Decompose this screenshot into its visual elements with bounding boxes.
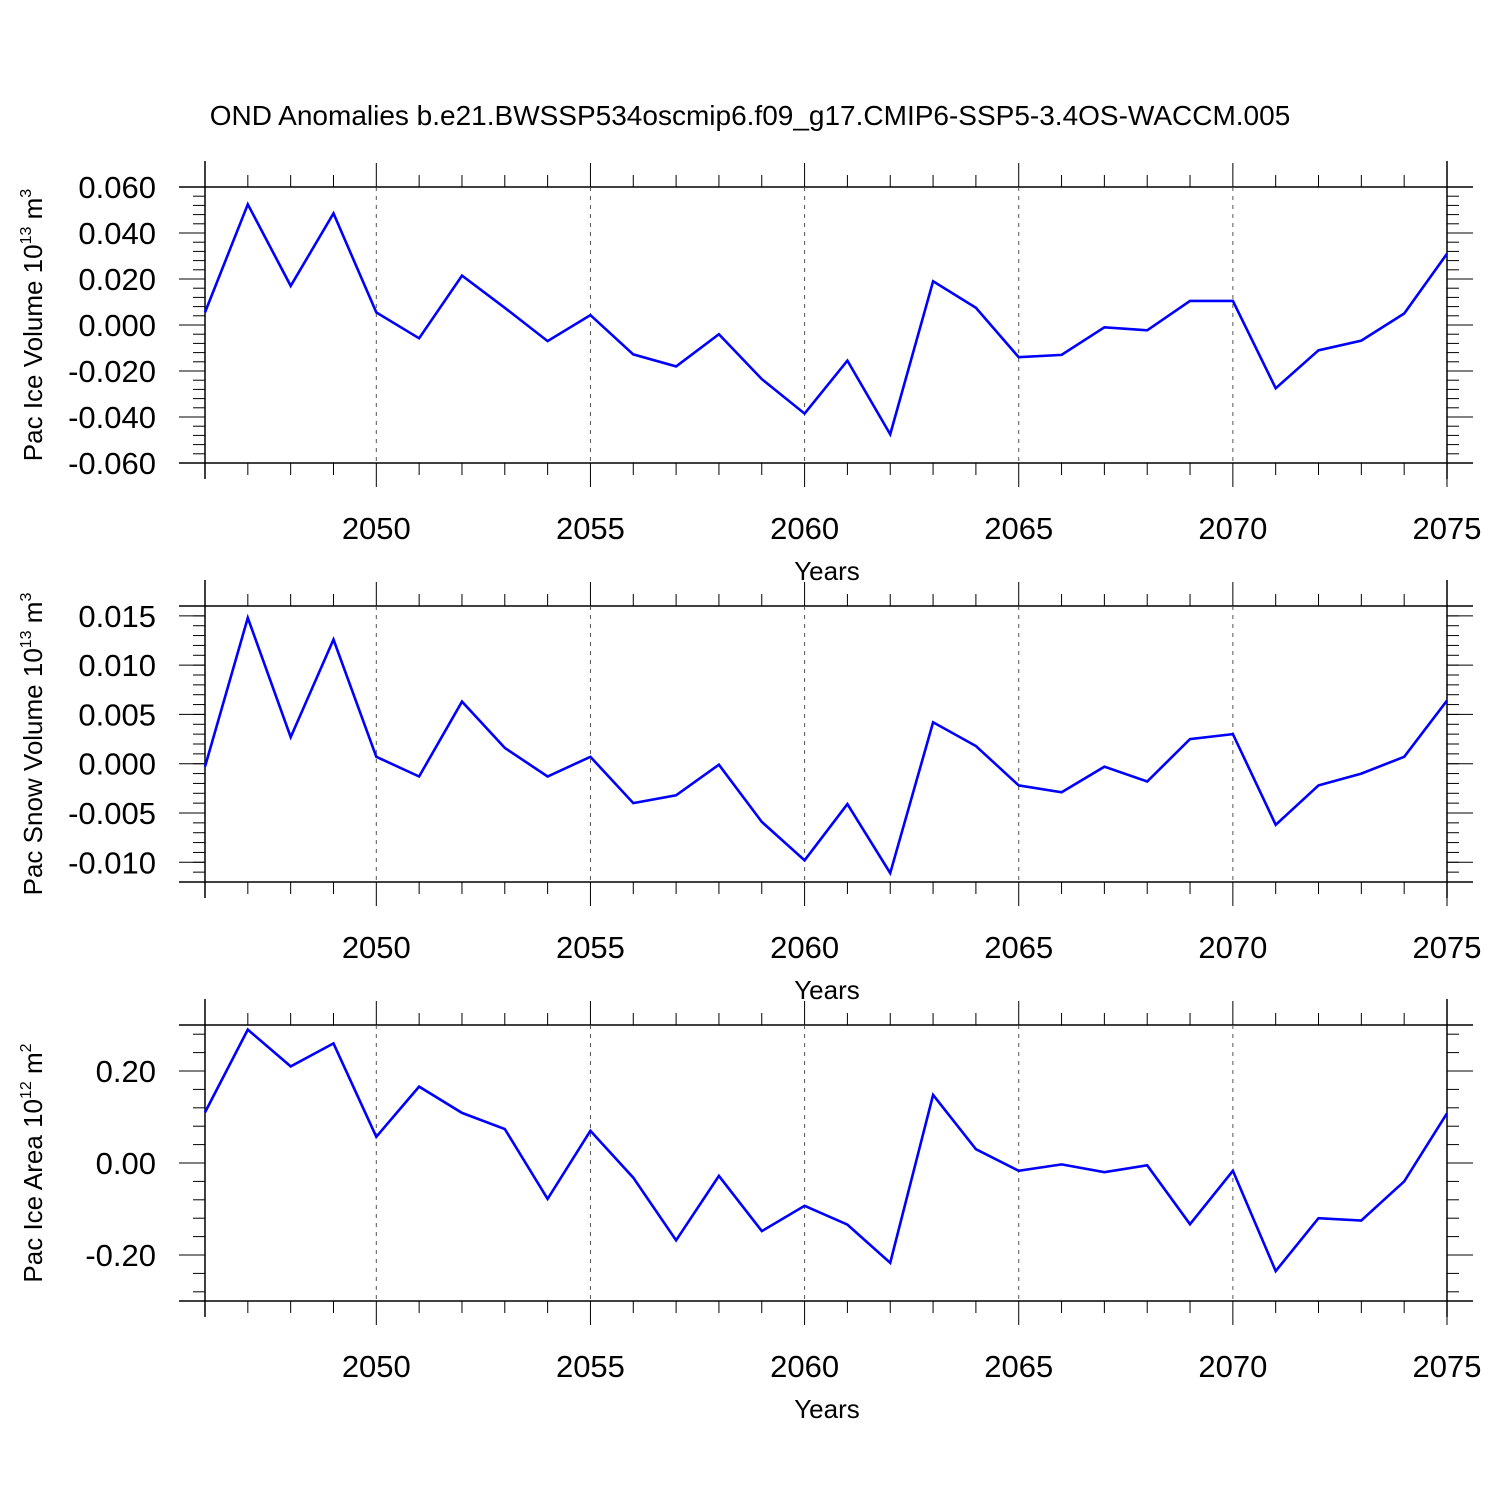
y-tick-label: -0.040: [68, 400, 156, 435]
x-tick-label: 2065: [984, 511, 1053, 546]
panel-3: 2050 2055 2060 2065 2070 2075 -0.20 0.00 0.20 Yea…: [18, 999, 1481, 1424]
y-tick-label: 0.20: [96, 1054, 156, 1089]
x-tick-label: 2050: [342, 930, 411, 965]
x-tick-label: 2055: [556, 1349, 625, 1384]
y-axis-label: Pac Snow Volume 1013 m3: [18, 593, 48, 896]
x-tick-label: 2065: [984, 1349, 1053, 1384]
y-tick-label: 0.000: [78, 747, 156, 782]
series-line-1: [203, 201, 1449, 438]
x-tick-label: 2055: [556, 511, 625, 546]
x-tick-label: 2070: [1198, 1349, 1267, 1384]
x-tick-label: 2075: [1413, 930, 1482, 965]
y-tick-label: 0.020: [78, 262, 156, 297]
y-tick-label: 0.00: [96, 1146, 156, 1181]
x-tick-label: 2060: [770, 930, 839, 965]
y-tick-label: -0.020: [68, 354, 156, 389]
series-line-1: [203, 1027, 1449, 1274]
panel-1: 2050 2055 2060 2065 2070 2075 -0.060 -0.040 -0.0…: [18, 161, 1481, 586]
x-tick-label: 2060: [770, 511, 839, 546]
y-axis-label: Pac Ice Area 1012 m2: [18, 1043, 48, 1282]
x-tick-label: 2075: [1413, 1349, 1482, 1384]
y-tick-label: -0.20: [85, 1238, 156, 1273]
x-tick-label: 2050: [342, 1349, 411, 1384]
y-tick-label: 0.040: [78, 216, 156, 251]
y-tick-label: 0.060: [78, 170, 156, 205]
x-tick-label: 2070: [1198, 511, 1267, 546]
y-tick-label: -0.005: [68, 796, 156, 831]
y-axis-label: Pac Ice Volume 1013 m3: [18, 189, 48, 462]
y-tick-label: -0.010: [68, 845, 156, 880]
x-tick-label: 2055: [556, 930, 625, 965]
y-tick-label: -0.060: [68, 446, 156, 481]
y-tick-label: 0.000: [78, 308, 156, 343]
x-axis-label: Years: [794, 556, 860, 586]
x-tick-label: 2060: [770, 1349, 839, 1384]
chart-title: OND Anomalies b.e21.BWSSP534oscmip6.f09_…: [210, 100, 1291, 131]
x-axis-label: Years: [794, 1394, 860, 1424]
y-tick-label: 0.010: [78, 648, 156, 683]
x-tick-label: 2050: [342, 511, 411, 546]
y-tick-label: 0.005: [78, 697, 156, 732]
x-axis-label: Years: [794, 975, 860, 1005]
x-tick-label: 2070: [1198, 930, 1267, 965]
y-tick-label: 0.015: [78, 599, 156, 634]
x-tick-label: 2065: [984, 930, 1053, 965]
series-line-1: [203, 613, 1449, 877]
panel-2: 2050 2055 2060 2065 2070 2075 -0.010 -0.005 0.00…: [18, 580, 1481, 1005]
x-tick-label: 2075: [1413, 511, 1482, 546]
